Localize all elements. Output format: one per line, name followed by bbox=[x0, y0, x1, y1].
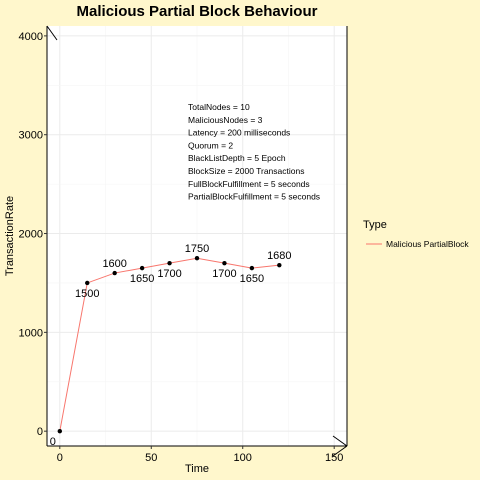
annotation-line: Quorum = 2 bbox=[188, 140, 233, 150]
y-tick-label: 3000 bbox=[19, 130, 43, 142]
data-point bbox=[277, 262, 282, 268]
annotation-block: TotalNodes = 10 MaliciousNodes = 3 Latency… bbox=[188, 102, 320, 202]
data-point bbox=[249, 265, 255, 271]
data-point bbox=[112, 270, 117, 276]
data-label: 1650 bbox=[130, 273, 154, 285]
y-axis-label: TransactionRate bbox=[4, 196, 16, 276]
grid-lines bbox=[47, 26, 347, 446]
annotation-line: BlockSize = 2000 Transactions bbox=[188, 166, 304, 176]
data-point bbox=[167, 260, 172, 266]
data-label: 1650 bbox=[240, 273, 264, 285]
x-axis-label: Time bbox=[185, 463, 209, 475]
axes bbox=[46, 25, 348, 457]
x-axis-arrow-mark-bottom bbox=[332, 445, 348, 457]
tick-labels: 0 1000 2000 3000 4000 0 50 100 150 bbox=[19, 31, 344, 464]
data-label: 0 bbox=[50, 436, 56, 448]
annotation-line: TotalNodes = 10 bbox=[188, 102, 250, 112]
y-tick-label: 1000 bbox=[19, 327, 43, 339]
data-label: 1680 bbox=[267, 250, 291, 262]
data-point bbox=[222, 260, 227, 266]
data-label: 1700 bbox=[212, 268, 236, 280]
x-tick-label: 50 bbox=[145, 452, 157, 464]
x-tick-label: 0 bbox=[57, 452, 63, 464]
y-axis-arrow-mark bbox=[46, 25, 58, 41]
data-point bbox=[57, 428, 63, 434]
legend-title: Type bbox=[363, 219, 387, 231]
data-label: 1750 bbox=[185, 243, 209, 255]
data-point bbox=[85, 280, 90, 286]
y-tick-label: 0 bbox=[37, 426, 43, 438]
annotation-line: BlackListDepth = 5 Epoch bbox=[188, 153, 286, 163]
legend: Type Malicious PartialBlock bbox=[363, 219, 469, 249]
data-point bbox=[139, 265, 145, 271]
chart-title: Malicious Partial Block Behaviour bbox=[77, 3, 318, 20]
data-label: 1600 bbox=[102, 258, 126, 270]
data-label: 1500 bbox=[75, 288, 99, 300]
y-tick-label: 2000 bbox=[19, 229, 43, 241]
annotation-line: MaliciousNodes = 3 bbox=[188, 115, 263, 125]
x-axis-arrow-mark-top bbox=[332, 435, 348, 447]
x-tick-label: 100 bbox=[234, 452, 252, 464]
data-point bbox=[194, 256, 200, 261]
x-tick-label: 150 bbox=[325, 452, 343, 464]
annotation-line: Latency = 200 milliseconds bbox=[188, 128, 290, 138]
y-tick-label: 4000 bbox=[19, 31, 43, 43]
legend-label: Malicious PartialBlock bbox=[386, 239, 469, 249]
data-label: 1700 bbox=[157, 268, 181, 280]
annotation-line: FullBlockFulfillment = 5 seconds bbox=[188, 179, 310, 189]
annotation-line: PartialBlockFulfillment = 5 seconds bbox=[188, 192, 320, 202]
